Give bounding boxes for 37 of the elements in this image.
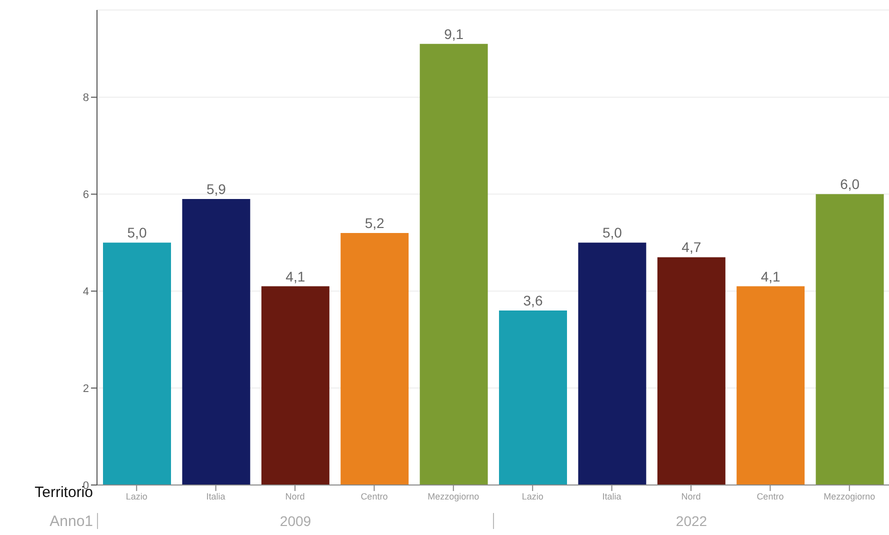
bar [657,257,726,485]
x-tick-label: Mezzogiorno [428,491,480,502]
data-label: 9,1 [444,26,464,42]
data-label: 5,0 [602,224,622,241]
x-tick-label: Lazio [522,491,544,502]
data-label: 5,2 [364,214,385,231]
bar [578,242,646,485]
x-tick-label: Nord [285,491,305,502]
y-tick-label: 8 [82,92,89,104]
data-label: 6,0 [840,176,860,192]
data-label: 4,1 [286,268,306,284]
bar [816,194,884,485]
bar [736,286,805,485]
x-tick-label: Italia [602,491,622,502]
data-label: 5,0 [127,224,147,241]
bar [499,310,567,485]
bar [340,232,409,485]
bar [420,44,488,485]
bar [182,199,250,485]
y-tick-label: 4 [82,286,89,298]
y-tick-label: 2 [82,382,89,395]
data-label: 4,7 [682,239,702,256]
text: 2009 [97,513,493,529]
bar [261,286,330,485]
text: 2022 [493,513,889,529]
bar [103,242,171,485]
data-label: 5,9 [206,181,226,198]
y-tick-label: 6 [82,189,89,202]
x-tick-label: Centro [360,491,388,502]
text: Anno1 [48,513,93,530]
x-tick-label: Centro [756,491,784,502]
x-tick-label: Mezzogiorno [824,491,876,502]
data-label: 3,6 [523,292,543,309]
x-tick-label: Lazio [126,491,148,502]
x-tick-label: Nord [681,491,701,502]
data-label: 4,1 [760,268,781,284]
x-tick-label: Italia [206,491,226,502]
